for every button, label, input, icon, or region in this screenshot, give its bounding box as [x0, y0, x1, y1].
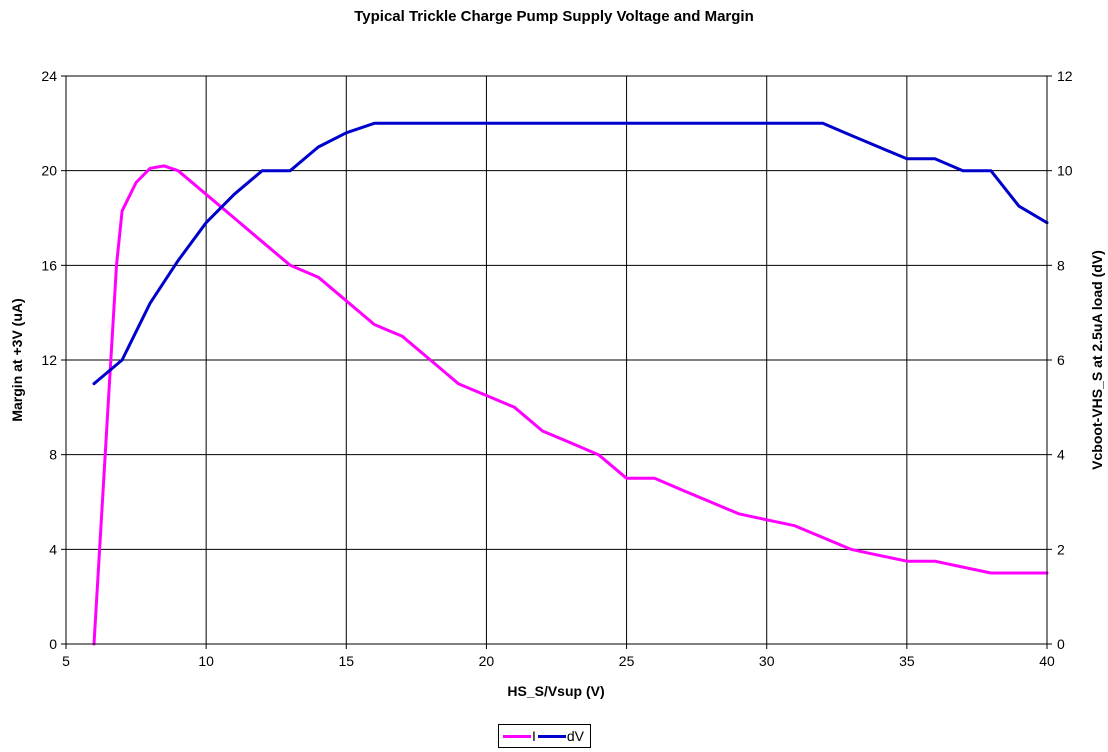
x-tick-label: 40: [1039, 653, 1055, 669]
y-left-tick-label: 24: [41, 68, 57, 84]
left-axis-label: Margin at +3V (uA): [9, 298, 25, 421]
y-left-tick-label: 0: [49, 636, 57, 652]
y-left-tick-label: 20: [41, 163, 57, 179]
y-left-tick-label: 4: [49, 541, 57, 557]
x-tick-label: 20: [479, 653, 495, 669]
y-right-tick-label: 10: [1057, 163, 1073, 179]
y-left-tick-label: 12: [41, 352, 57, 368]
right-axis-label: Vcboot-VHS_S at 2.5uA load (dV): [1089, 250, 1105, 470]
x-axis-label: HS_S/Vsup (V): [507, 683, 604, 699]
series-lines: [92, 121, 1049, 646]
chart-legend: I dV: [498, 724, 592, 748]
x-tick-label: 10: [198, 653, 214, 669]
legend-item-i: I: [503, 728, 536, 744]
gridlines: [61, 75, 1052, 649]
y-right-tick-label: 8: [1057, 257, 1065, 273]
series-line-i: [92, 164, 1049, 646]
series-line-dv: [92, 121, 1049, 386]
legend-swatch-i: [503, 734, 531, 738]
chart-title: Typical Trickle Charge Pump Supply Volta…: [354, 8, 754, 25]
y-right-tick-label: 12: [1057, 68, 1073, 84]
x-tick-label: 35: [899, 653, 915, 669]
y-left-tick-label: 16: [41, 257, 57, 273]
plot-border: [65, 75, 1048, 645]
legend-label-i: I: [532, 728, 536, 744]
y-right-tick-label: 0: [1057, 636, 1065, 652]
x-tick-label: 30: [759, 653, 775, 669]
y-right-tick-label: 4: [1057, 447, 1065, 463]
y-left-tick-label: 8: [49, 447, 57, 463]
y-right-tick-label: 2: [1057, 541, 1065, 557]
legend-swatch-dv: [537, 734, 566, 738]
y-right-tick-label: 6: [1057, 352, 1065, 368]
x-tick-label: 15: [338, 653, 354, 669]
legend-label-dv: dV: [566, 728, 585, 744]
legend-item-dv: dV: [537, 728, 585, 744]
x-tick-label: 25: [619, 653, 635, 669]
x-tick-label: 5: [62, 653, 70, 669]
